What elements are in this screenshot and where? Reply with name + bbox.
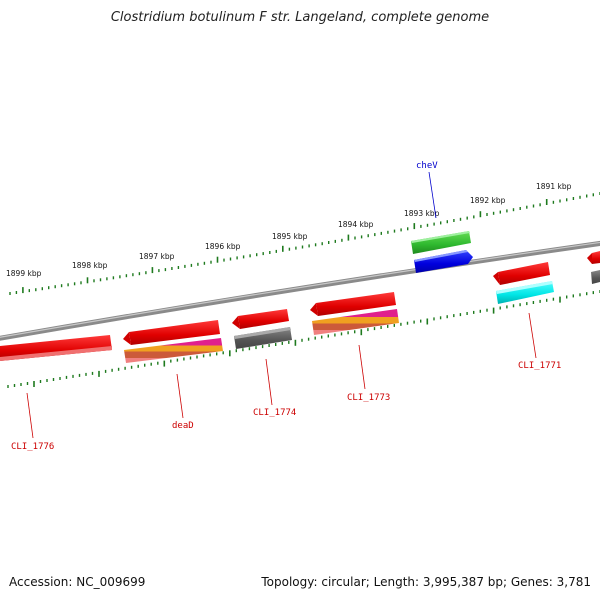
gene-red-cli1773-upper[interactable]: [310, 292, 396, 316]
leader-cli-1773: [358, 344, 366, 390]
kbp-label-1893: 1893 kbp: [404, 209, 440, 218]
gene-red-edge[interactable]: [587, 251, 600, 264]
gene-cli-1773[interactable]: [312, 309, 399, 335]
leader-cli-1774: [265, 358, 273, 406]
gene-label-chev: cheV: [416, 161, 438, 171]
gene-red-deaD-upper[interactable]: [123, 320, 220, 345]
gene-cli-1774[interactable]: [234, 327, 292, 349]
leader-chev: [428, 171, 437, 219]
gene-cli-1776[interactable]: [0, 335, 112, 361]
kbp-label-1897: 1897 kbp: [139, 252, 175, 261]
kbp-label-1891: 1891 kbp: [536, 182, 572, 191]
gene-label-cli-1774: CLI_1774: [253, 408, 296, 418]
genome-backbone-highlight: [0, 241, 600, 338]
gene-cyan-1892[interactable]: [496, 281, 554, 304]
kbp-label-1894: 1894 kbp: [338, 220, 374, 229]
kbp-label-1898: 1898 kbp: [72, 261, 108, 270]
gene-deaD[interactable]: [124, 338, 223, 363]
gene-label-cli-1776: CLI_1776: [11, 442, 54, 452]
gene-label-deaD: deaD: [172, 421, 194, 431]
gene-blue-1893[interactable]: [414, 250, 473, 273]
topology-summary: Topology: circular; Length: 3,995,387 bp…: [261, 575, 591, 589]
gene-label-cli-1771: CLI_1771: [518, 361, 561, 371]
gene-chev[interactable]: [411, 231, 471, 254]
leader-deaD: [176, 373, 184, 419]
map-title: Clostridium botulinum F str. Langeland, …: [110, 10, 490, 25]
kbp-label-1896: 1896 kbp: [205, 242, 241, 251]
gene-red-cli1774-upper[interactable]: [232, 309, 289, 329]
gene-red-1892[interactable]: [493, 262, 550, 285]
kbp-label-1899: 1899 kbp: [6, 269, 42, 278]
leader-cli-1771: [528, 312, 537, 359]
kbp-label-1895: 1895 kbp: [272, 232, 308, 241]
kbp-label-1892: 1892 kbp: [470, 196, 506, 205]
gene-label-cli-1773: CLI_1773: [347, 393, 390, 403]
accession-text: Accession: NC_009699: [9, 575, 146, 589]
ruler-inner: [7, 290, 600, 388]
genome-backbone: [0, 240, 600, 341]
ruler-outer: [9, 192, 600, 295]
leader-cli-1776: [26, 392, 34, 439]
gene-grey-edge[interactable]: [591, 270, 600, 284]
